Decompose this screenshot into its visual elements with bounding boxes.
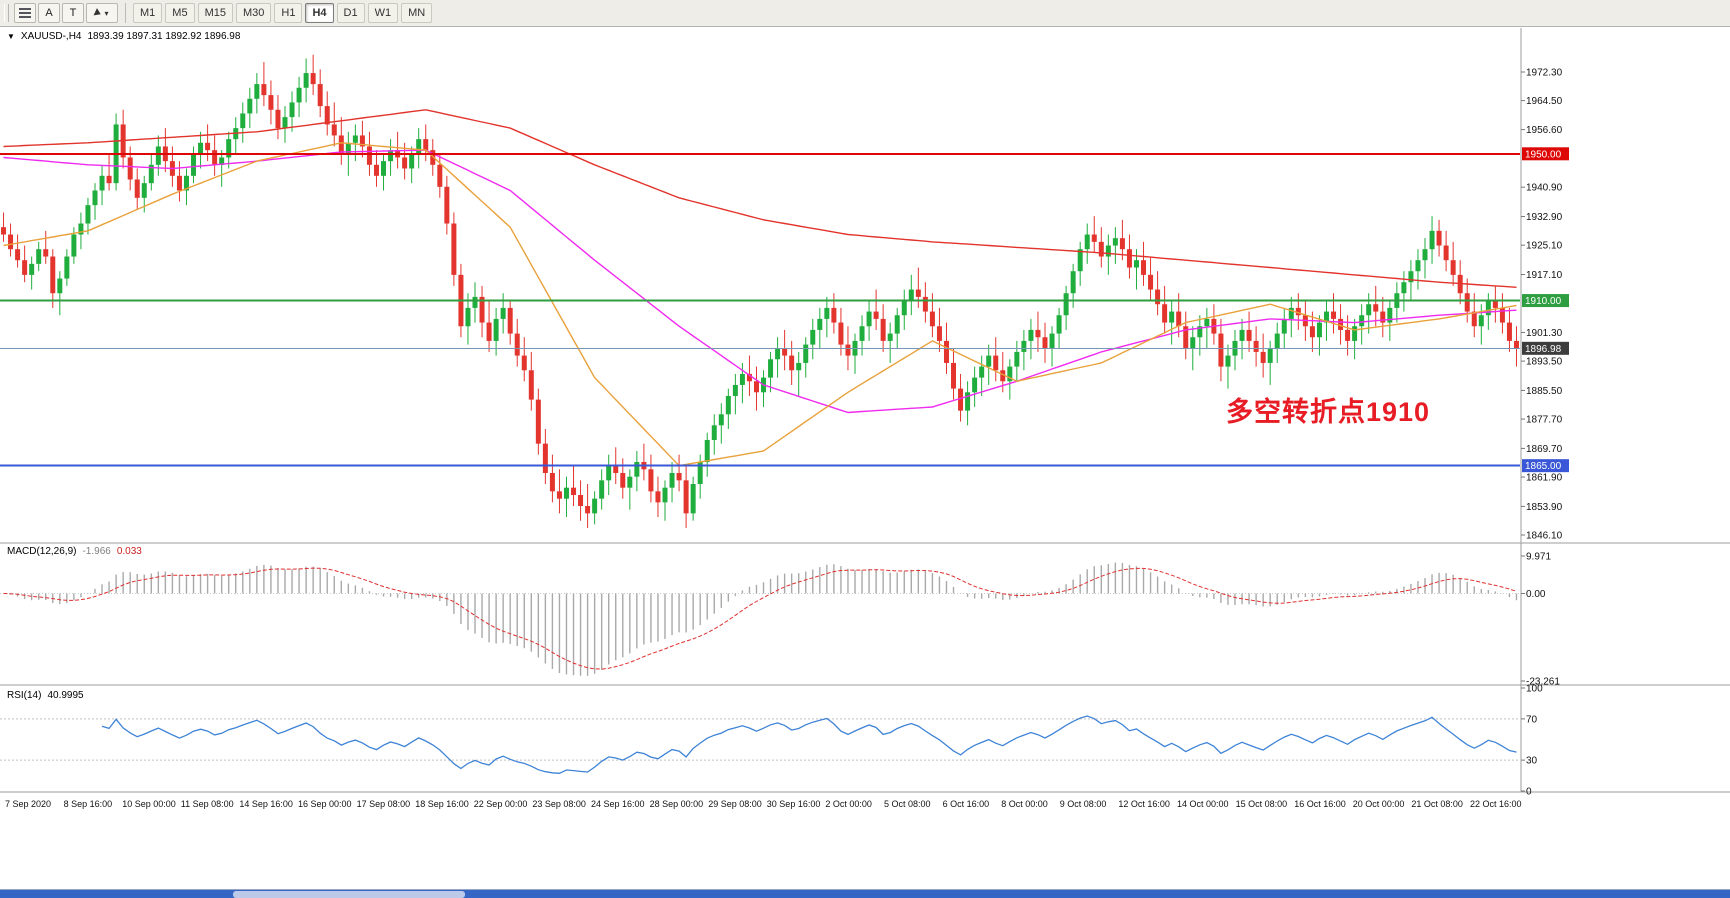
svg-text:1972.30: 1972.30 [1526, 67, 1563, 78]
svg-text:30: 30 [1526, 756, 1538, 767]
svg-text:100: 100 [1526, 684, 1543, 695]
svg-text:1896.98: 1896.98 [1525, 344, 1562, 355]
svg-text:23 Sep 08:00: 23 Sep 08:00 [532, 799, 586, 809]
text-tool-button[interactable]: T [62, 3, 84, 23]
svg-text:1877.70: 1877.70 [1526, 415, 1563, 426]
svg-text:22 Oct 16:00: 22 Oct 16:00 [1470, 799, 1522, 809]
svg-text:29 Sep 08:00: 29 Sep 08:00 [708, 799, 762, 809]
svg-text:21 Oct 08:00: 21 Oct 08:00 [1411, 799, 1463, 809]
timeframe-m15[interactable]: M15 [197, 3, 233, 23]
svg-text:16 Oct 16:00: 16 Oct 16:00 [1294, 799, 1346, 809]
svg-text:1940.90: 1940.90 [1526, 183, 1563, 194]
timeframe-m30[interactable]: M30 [235, 3, 272, 23]
ma-fast-orange [3, 142, 1517, 467]
svg-text:11 Sep 08:00: 11 Sep 08:00 [181, 799, 234, 809]
svg-text:9.971: 9.971 [1526, 552, 1551, 563]
main-toolbar: A T ▾ M1 M5 M15 M30 H1 H4 D1 W1 MN [0, 0, 1730, 27]
cursor-icon [94, 8, 103, 18]
macd-value: -1.966 [82, 546, 111, 557]
svg-text:10 Sep 00:00: 10 Sep 00:00 [122, 799, 176, 809]
scrollbar-thumb[interactable] [233, 891, 465, 898]
horizontal-scrollbar[interactable] [0, 889, 1730, 898]
date-axis-labels: 7 Sep 2020 8 Sep 16:00 10 Sep 00:00 11 Sep … [5, 799, 1522, 809]
svg-text:2 Oct 00:00: 2 Oct 00:00 [825, 799, 872, 809]
timeframe-m1[interactable]: M1 [133, 3, 163, 23]
price-tags: 1950.00 1910.00 1896.98 1865.00 [1522, 147, 1569, 473]
svg-text:14 Sep 16:00: 14 Sep 16:00 [239, 799, 293, 809]
svg-text:6 Oct 16:00: 6 Oct 16:00 [943, 799, 990, 809]
svg-text:1893.50: 1893.50 [1526, 357, 1563, 368]
svg-text:8 Oct 00:00: 8 Oct 00:00 [1001, 799, 1048, 809]
svg-text:1917.10: 1917.10 [1526, 270, 1563, 281]
candles-layer [1, 54, 1519, 529]
timeframe-w1[interactable]: W1 [367, 3, 399, 23]
trend-annotation[interactable]: 多空转折点1910 [1226, 397, 1431, 427]
svg-text:9 Oct 08:00: 9 Oct 08:00 [1060, 799, 1107, 809]
svg-text:1956.60: 1956.60 [1526, 125, 1563, 136]
svg-text:5 Oct 08:00: 5 Oct 08:00 [884, 799, 931, 809]
rsi-panel: 100 70 30 0 [0, 684, 1543, 798]
timeframe-h1[interactable]: H1 [274, 3, 303, 23]
macd-panel: 9.971 0.00 -23.261 [0, 552, 1560, 688]
cursor-tool-button[interactable]: ▾ [86, 3, 118, 23]
svg-text:1861.90: 1861.90 [1526, 473, 1563, 484]
ma-mid-magenta [3, 149, 1517, 414]
svg-text:1869.70: 1869.70 [1526, 444, 1563, 455]
rsi-label: RSI(14) [7, 690, 42, 701]
macd-signal-value: 0.033 [116, 546, 142, 557]
svg-text:15 Oct 08:00: 15 Oct 08:00 [1236, 799, 1288, 809]
svg-text:1901.30: 1901.30 [1526, 328, 1563, 339]
svg-text:20 Oct 00:00: 20 Oct 00:00 [1353, 799, 1405, 809]
moving-averages [3, 109, 1517, 467]
list-icon [19, 8, 31, 18]
svg-text:0: 0 [1526, 787, 1532, 798]
svg-text:22 Sep 00:00: 22 Sep 00:00 [474, 799, 528, 809]
svg-text:1910.00: 1910.00 [1525, 296, 1562, 307]
svg-text:1932.90: 1932.90 [1526, 212, 1563, 223]
svg-text:1950.00: 1950.00 [1525, 149, 1562, 160]
arrow-a-tool-button[interactable]: A [38, 3, 60, 23]
svg-text:7 Sep 2020: 7 Sep 2020 [5, 799, 51, 809]
toolbar-separator [125, 3, 126, 23]
ohlc-values: 1893.39 1897.31 1892.92 1896.98 [87, 31, 241, 42]
svg-text:-23.261: -23.261 [1526, 677, 1560, 688]
timeframe-mn[interactable]: MN [401, 3, 433, 23]
horizontal-lines[interactable] [0, 152, 1520, 467]
svg-text:28 Sep 00:00: 28 Sep 00:00 [650, 799, 704, 809]
svg-text:1865.00: 1865.00 [1525, 461, 1562, 472]
timeframe-d1[interactable]: D1 [336, 3, 365, 23]
svg-text:1885.50: 1885.50 [1526, 386, 1563, 397]
svg-text:18 Sep 16:00: 18 Sep 16:00 [415, 799, 469, 809]
svg-text:24 Sep 16:00: 24 Sep 16:00 [591, 799, 645, 809]
chart-list-button[interactable] [14, 3, 36, 23]
svg-text:0.00: 0.00 [1526, 589, 1546, 600]
rsi-value: 40.9995 [47, 690, 84, 701]
toolbar-grip[interactable] [4, 4, 9, 22]
price-axis-labels: 1972.30 1964.50 1956.60 1940.90 1932.90 1925.… [1521, 67, 1563, 542]
svg-text:70: 70 [1526, 714, 1538, 725]
svg-text:1846.10: 1846.10 [1526, 531, 1563, 542]
macd-header: MACD(12,26,9) -1.966 0.033 [7, 546, 142, 557]
svg-text:17 Sep 08:00: 17 Sep 08:00 [357, 799, 411, 809]
svg-text:16 Sep 00:00: 16 Sep 00:00 [298, 799, 352, 809]
symbol-ohlc-header: ▼ XAUUSD-,H4 1893.39 1897.31 1892.92 189… [7, 31, 240, 42]
macd-label: MACD(12,26,9) [7, 546, 77, 557]
timeframe-h4[interactable]: H4 [305, 3, 334, 23]
svg-text:30 Sep 16:00: 30 Sep 16:00 [767, 799, 821, 809]
symbol-timeframe-label: XAUUSD-,H4 [20, 31, 82, 42]
svg-text:1964.50: 1964.50 [1526, 96, 1563, 107]
svg-text:12 Oct 16:00: 12 Oct 16:00 [1118, 799, 1170, 809]
svg-text:8 Sep 16:00: 8 Sep 16:00 [64, 799, 113, 809]
panel-separators [0, 28, 1730, 793]
svg-text:1853.90: 1853.90 [1526, 502, 1563, 513]
svg-text:1925.10: 1925.10 [1526, 241, 1563, 252]
timeframe-m5[interactable]: M5 [165, 3, 195, 23]
svg-text:14 Oct 00:00: 14 Oct 00:00 [1177, 799, 1229, 809]
rsi-header: RSI(14) 40.9995 [7, 690, 84, 701]
ma-slow-red [3, 109, 1517, 288]
collapse-triangle-icon[interactable]: ▼ [7, 32, 15, 41]
chevron-down-icon: ▾ [104, 8, 109, 18]
